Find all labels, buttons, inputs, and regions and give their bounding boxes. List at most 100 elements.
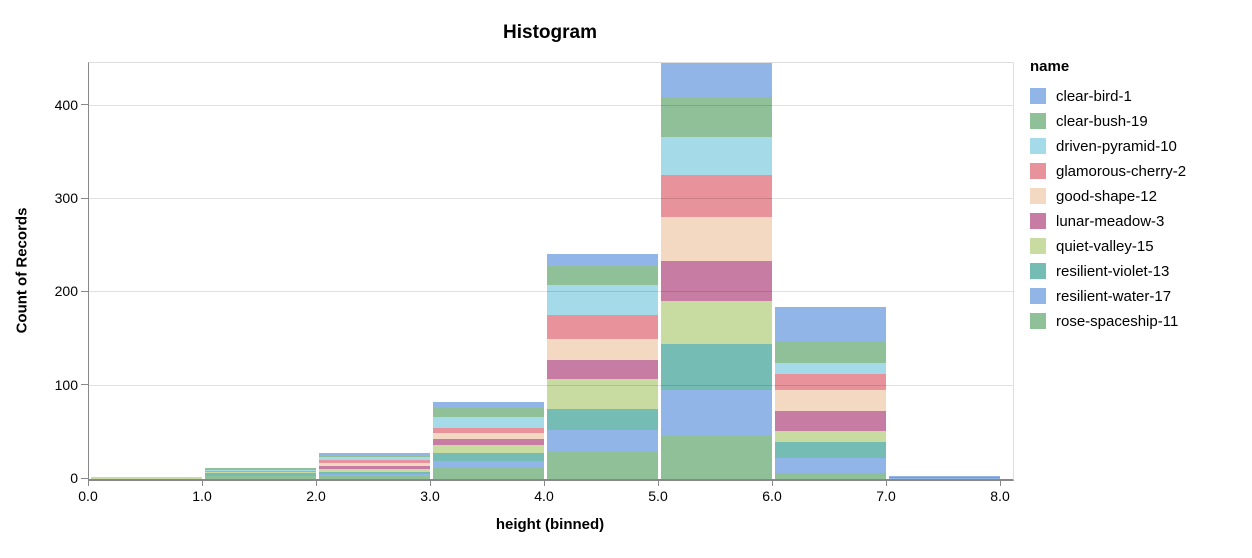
x-tick-7.0 (885, 480, 887, 486)
bar-segment-driven-pyramid-10-bin6 (774, 363, 886, 374)
chart-title: Histogram (503, 22, 597, 43)
y-tick-300 (81, 197, 88, 199)
legend-item-quiet-valley-15: quiet-valley-15 (1030, 238, 1186, 255)
bar-segment-clear-bush-19-bin2 (318, 455, 430, 457)
bar-segment-glamorous-cherry-2-bin5 (660, 174, 772, 217)
gridline-y-200 (89, 291, 1013, 293)
bar-segment-resilient-violet-13-bin4 (546, 409, 658, 430)
legend-items: clear-bird-1 clear-bush-19 driven-pyramid-… (1030, 87, 1187, 330)
x-tick-label-3.0: 3.0 (420, 488, 440, 504)
bar-segment-good-shape-12-bin3 (432, 433, 544, 439)
x-tick-6.0 (771, 480, 773, 486)
y-tick-100 (81, 384, 88, 386)
legend-swatch-icon (1030, 213, 1046, 229)
legend-item-resilient-violet-13: resilient-violet-13 (1030, 262, 1186, 280)
x-axis-title: height (binned) (495, 516, 605, 533)
legend-swatch-icon (1030, 238, 1046, 254)
bar-segment-quiet-valley-15-bin3 (432, 444, 544, 453)
bar-segment-resilient-violet-13-bin6 (774, 441, 886, 458)
bar-segment-resilient-violet-13-bin3 (432, 452, 544, 462)
bar-segment-resilient-water-17-bin3 (432, 461, 544, 468)
legend-item-clear-bird-1: clear-bird-1 (1030, 87, 1186, 105)
x-tick-label-6.0: 6.0 (762, 488, 782, 504)
legend-label: resilient-violet-13 (1056, 262, 1170, 280)
bar-segment-driven-pyramid-10-bin5 (660, 136, 772, 175)
bar-segment-glamorous-cherry-2-bin2 (318, 460, 430, 464)
legend-label: glamorous-cherry-2 (1056, 162, 1187, 180)
legend-swatch-icon (1030, 138, 1046, 154)
bar-segment-good-shape-12-bin2 (318, 463, 430, 466)
x-tick-3.0 (429, 480, 431, 486)
legend-swatch-icon (1030, 263, 1046, 279)
y-tick-200 (81, 290, 88, 292)
bar-segment-quiet-valley-15-bin4 (546, 379, 658, 410)
legend-label: resilient-water-17 (1056, 287, 1172, 305)
bar-segment-resilient-violet-13-bin5 (660, 343, 772, 391)
gridline-y-100 (89, 384, 1013, 386)
bar-segment-resilient-water-17-bin7 (888, 478, 1000, 479)
bar-segment-resilient-water-17-bin2 (318, 474, 430, 477)
bar-segment-lunar-meadow-3-bin7 (888, 477, 1000, 479)
y-tick-400 (81, 104, 88, 106)
bar-segment-rose-spaceship-11-bin6 (774, 473, 886, 479)
y-tick-label-300: 300 (54, 190, 78, 207)
x-tick-label-0.0: 0.0 (78, 488, 98, 504)
bar-segment-quiet-valley-15-bin5 (660, 300, 772, 344)
bar-segment-good-shape-12-bin6 (774, 390, 886, 411)
legend-swatch-icon (1030, 313, 1046, 329)
y-axis-title: Count of Records (13, 207, 31, 334)
x-tick-5.0 (657, 480, 659, 486)
bar-segment-rose-spaceship-11-bin4 (546, 451, 658, 479)
bar-segment-rose-spaceship-11-bin5 (660, 436, 772, 479)
x-tick-label-4.0: 4.0 (534, 488, 554, 504)
bar-segment-clear-bird-1-bin5 (660, 63, 772, 97)
bar-segment-quiet-valley-15-bin2 (318, 468, 430, 472)
bar-segment-rose-spaceship-11-bin1 (204, 476, 316, 479)
bar-segment-clear-bush-19-bin4 (546, 266, 658, 285)
bar-segment-rose-spaceship-11-bin2 (318, 476, 430, 479)
legend-label: rose-spaceship-11 (1056, 312, 1179, 330)
x-tick-1.0 (201, 480, 203, 486)
legend-swatch-icon (1030, 88, 1046, 104)
bar-segment-good-shape-12-bin5 (660, 216, 772, 261)
legend-label: lunar-meadow-3 (1056, 212, 1165, 230)
y-tick-label-0: 0 (70, 470, 78, 486)
y-tick-label-400: 400 (54, 96, 78, 113)
legend-swatch-icon (1030, 163, 1046, 179)
bar-segment-lunar-meadow-3-bin5 (660, 260, 772, 301)
bar-segment-clear-bird-1-bin6 (774, 307, 886, 342)
bar-segment-quiet-valley-15-bin0 (90, 477, 202, 479)
legend-item-resilient-water-17: resilient-water-17 (1030, 287, 1186, 305)
bar-segment-clear-bird-1-bin7 (888, 476, 1000, 478)
bar-segment-lunar-meadow-3-bin6 (774, 410, 886, 431)
x-tick-0.0 (87, 480, 89, 486)
bar-segment-lunar-meadow-3-bin2 (318, 465, 430, 469)
legend-label: clear-bird-1 (1056, 87, 1132, 105)
bar-segment-clear-bush-19-bin6 (774, 341, 886, 364)
legend-label: driven-pyramid-10 (1056, 137, 1177, 155)
bar-segment-driven-pyramid-10-bin2 (318, 456, 430, 461)
y-tick-label-100: 100 (54, 376, 78, 393)
bar-segment-clear-bush-19-bin1 (204, 467, 316, 470)
legend-item-driven-pyramid-10: driven-pyramid-10 (1030, 137, 1186, 155)
x-tick-label-8.0: 8.0 (990, 488, 1010, 504)
y-tick-0 (81, 477, 88, 479)
bar-segment-resilient-violet-13-bin2 (318, 471, 430, 475)
legend-label: clear-bush-19 (1056, 112, 1148, 130)
bar-segment-clear-bush-19-bin3 (432, 408, 544, 418)
bar-segment-good-shape-12-bin4 (546, 339, 658, 360)
bar-segment-driven-pyramid-10-bin3 (432, 417, 544, 428)
bar-segment-clear-bird-1-bin3 (432, 401, 544, 409)
plot-area (88, 62, 1014, 481)
x-tick-2.0 (315, 480, 317, 486)
legend: name clear-bird-1 clear-bush-19 driven-pyr… (1030, 58, 1186, 338)
y-tick-label-200: 200 (54, 283, 78, 300)
bar-segment-clear-bird-1-bin2 (318, 452, 430, 456)
bar-segment-lunar-meadow-3-bin3 (432, 438, 544, 445)
x-tick-label-5.0: 5.0 (648, 488, 668, 504)
legend-item-good-shape-12: good-shape-12 (1030, 188, 1186, 205)
legend-title: name (1030, 58, 1070, 75)
legend-item-rose-spaceship-11: rose-spaceship-11 (1030, 312, 1186, 330)
bar-segment-glamorous-cherry-2-bin4 (546, 314, 658, 340)
